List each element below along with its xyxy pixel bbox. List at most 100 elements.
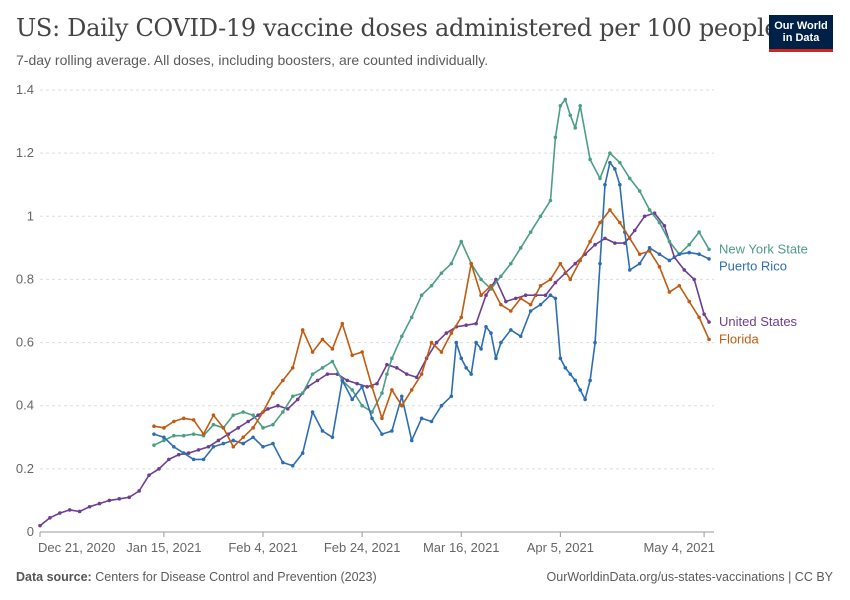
data-point[interactable] [637, 189, 642, 193]
data-point[interactable] [360, 350, 364, 354]
data-point[interactable] [509, 328, 513, 332]
data-point[interactable] [370, 416, 374, 421]
data-point[interactable] [553, 280, 558, 285]
data-point[interactable] [414, 375, 419, 380]
data-point[interactable] [330, 347, 335, 351]
data-point[interactable] [350, 388, 355, 392]
data-point[interactable] [409, 315, 414, 320]
data-point[interactable] [281, 410, 285, 414]
data-point[interactable] [355, 381, 359, 386]
data-point[interactable] [697, 252, 701, 256]
data-point[interactable] [459, 239, 464, 244]
data-point[interactable] [390, 388, 394, 392]
data-point[interactable] [221, 441, 226, 446]
data-point[interactable] [528, 230, 533, 234]
data-point[interactable] [390, 429, 394, 433]
data-point[interactable] [687, 242, 692, 247]
data-point[interactable] [662, 223, 667, 228]
data-point[interactable] [642, 214, 647, 219]
data-point[interactable] [464, 323, 469, 328]
data-point[interactable] [191, 432, 196, 436]
data-point[interactable] [657, 252, 662, 256]
data-point[interactable] [697, 230, 701, 234]
end-label-florida[interactable]: Florida [719, 331, 760, 346]
data-point[interactable] [380, 416, 384, 421]
data-point[interactable] [613, 167, 617, 171]
data-point[interactable] [647, 208, 652, 212]
data-point[interactable] [162, 435, 166, 440]
data-point[interactable] [479, 347, 483, 351]
data-point[interactable] [97, 501, 102, 506]
data-point[interactable] [310, 350, 315, 354]
data-point[interactable] [608, 151, 612, 155]
data-point[interactable] [350, 353, 355, 358]
end-label-puerto_rico[interactable]: Puerto Rico [719, 258, 787, 273]
end-label-new_york[interactable]: New York State [719, 241, 808, 256]
data-point[interactable] [191, 418, 196, 422]
data-point[interactable] [618, 220, 622, 225]
data-point[interactable] [152, 443, 156, 447]
data-point[interactable] [518, 334, 523, 339]
data-point[interactable] [206, 444, 211, 449]
data-point[interactable] [290, 366, 295, 370]
data-point[interactable] [489, 283, 493, 288]
data-point[interactable] [667, 239, 672, 244]
series-line-united_states[interactable] [39, 212, 710, 527]
data-point[interactable] [266, 407, 270, 411]
data-point[interactable] [499, 340, 503, 345]
data-point[interactable] [127, 495, 132, 500]
data-point[interactable] [320, 429, 325, 433]
data-point[interactable] [281, 460, 285, 465]
data-point[interactable] [618, 160, 622, 165]
data-point[interactable] [494, 356, 498, 361]
data-point[interactable] [499, 302, 503, 307]
data-point[interactable] [637, 261, 642, 266]
data-point[interactable] [632, 228, 637, 233]
data-point[interactable] [479, 293, 483, 298]
data-point[interactable] [325, 372, 330, 376]
data-point[interactable] [345, 378, 350, 383]
data-point[interactable] [385, 362, 389, 367]
owid-logo[interactable]: Our World in Data [769, 15, 833, 52]
data-point[interactable] [196, 448, 201, 452]
data-point[interactable] [573, 261, 578, 266]
data-point[interactable] [707, 247, 711, 252]
data-point[interactable] [300, 451, 305, 455]
data-point[interactable] [107, 498, 112, 503]
data-point[interactable] [330, 435, 335, 440]
data-point[interactable] [469, 261, 473, 266]
data-point[interactable] [513, 296, 518, 301]
data-point[interactable] [682, 268, 687, 272]
data-point[interactable] [67, 508, 72, 512]
series-line-puerto_rico[interactable] [153, 161, 710, 467]
data-point[interactable] [588, 378, 592, 383]
data-point[interactable] [523, 293, 528, 298]
data-point[interactable] [261, 410, 265, 414]
data-point[interactable] [469, 372, 473, 376]
data-point[interactable] [459, 356, 464, 361]
data-point[interactable] [538, 283, 543, 288]
data-point[interactable] [568, 277, 573, 282]
data-point[interactable] [538, 302, 543, 307]
data-point[interactable] [300, 328, 305, 332]
data-point[interactable] [375, 381, 379, 386]
data-point[interactable] [563, 366, 568, 370]
data-point[interactable] [459, 315, 464, 320]
data-point[interactable] [246, 419, 250, 424]
data-point[interactable] [399, 403, 404, 408]
data-point[interactable] [637, 252, 642, 256]
data-point[interactable] [315, 378, 320, 383]
data-point[interactable] [707, 257, 711, 261]
data-point[interactable] [439, 350, 444, 354]
data-point[interactable] [271, 422, 275, 427]
data-point[interactable] [399, 394, 404, 399]
data-point[interactable] [449, 261, 454, 266]
data-point[interactable] [449, 394, 454, 399]
data-point[interactable] [137, 489, 141, 493]
data-point[interactable] [261, 426, 265, 430]
data-point[interactable] [454, 340, 459, 345]
data-point[interactable] [474, 340, 478, 345]
data-point[interactable] [320, 337, 325, 342]
data-point[interactable] [692, 277, 696, 282]
data-point[interactable] [657, 220, 662, 225]
